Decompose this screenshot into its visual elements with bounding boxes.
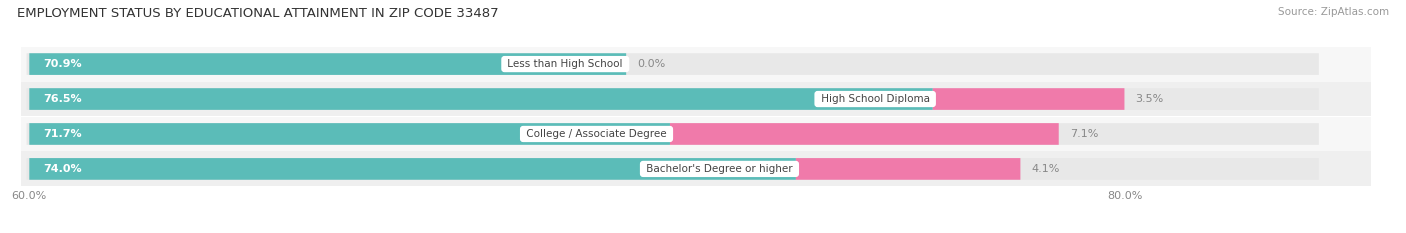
FancyBboxPatch shape (30, 158, 796, 180)
FancyBboxPatch shape (796, 158, 1021, 180)
Bar (21, 47, 1371, 82)
FancyBboxPatch shape (27, 123, 1319, 145)
Bar (21, 151, 1371, 186)
Text: 74.0%: 74.0% (44, 164, 82, 174)
Text: 3.5%: 3.5% (1136, 94, 1164, 104)
FancyBboxPatch shape (27, 53, 1319, 75)
Bar (21, 82, 1371, 116)
FancyBboxPatch shape (27, 158, 1319, 180)
FancyBboxPatch shape (671, 123, 1059, 145)
Text: Source: ZipAtlas.com: Source: ZipAtlas.com (1278, 7, 1389, 17)
Text: 76.5%: 76.5% (44, 94, 82, 104)
Text: 70.9%: 70.9% (44, 59, 82, 69)
Text: Less than High School: Less than High School (505, 59, 626, 69)
Bar (21, 116, 1371, 151)
FancyBboxPatch shape (30, 123, 671, 145)
FancyBboxPatch shape (30, 53, 626, 75)
FancyBboxPatch shape (932, 88, 1125, 110)
Text: 71.7%: 71.7% (44, 129, 82, 139)
Text: EMPLOYMENT STATUS BY EDUCATIONAL ATTAINMENT IN ZIP CODE 33487: EMPLOYMENT STATUS BY EDUCATIONAL ATTAINM… (17, 7, 499, 20)
Text: College / Associate Degree: College / Associate Degree (523, 129, 671, 139)
FancyBboxPatch shape (30, 88, 932, 110)
Text: High School Diploma: High School Diploma (817, 94, 932, 104)
FancyBboxPatch shape (27, 88, 1319, 110)
Text: 4.1%: 4.1% (1032, 164, 1060, 174)
Text: Bachelor's Degree or higher: Bachelor's Degree or higher (643, 164, 796, 174)
Text: 7.1%: 7.1% (1070, 129, 1098, 139)
Text: 0.0%: 0.0% (637, 59, 665, 69)
